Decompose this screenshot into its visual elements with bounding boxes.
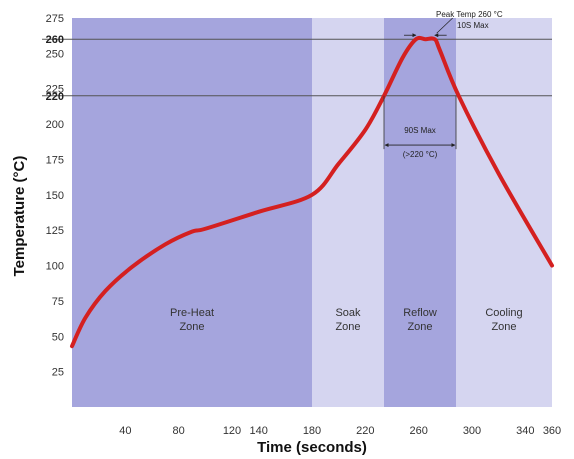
reflow-duration-label: 90S Max <box>404 126 436 135</box>
zone-label: Zone <box>491 321 516 333</box>
annotations: Peak Temp 260 °C 10S Max 90S Max (>220 °C) <box>383 10 503 159</box>
zone-bands <box>72 18 552 407</box>
y-tick-label: 125 <box>46 225 64 237</box>
y-axis-ticks: 25 50 75 100 125 150 175 200 225 250 275 220 260 <box>46 13 64 379</box>
zone-label: Soak <box>335 307 361 319</box>
zone-label: Pre-Heat <box>170 307 214 319</box>
y-tick-label: 50 <box>52 331 64 343</box>
y-axis-title: Temperature (°C) <box>11 156 28 277</box>
temperature-profile-line <box>70 35 554 349</box>
x-tick-label: 180 <box>303 425 321 437</box>
zone-band-soak <box>312 18 384 407</box>
x-axis-ticks: 40 80 120 140 180 220 260 300 340 360 <box>119 425 561 437</box>
x-tick-label: 140 <box>249 425 267 437</box>
y-tick-label: 200 <box>46 119 64 131</box>
series-layer <box>70 35 554 349</box>
y-tick-label: 25 <box>52 367 64 379</box>
x-tick-label: 120 <box>223 425 241 437</box>
y-tick-label-emphasized: 260 <box>46 34 64 46</box>
reflow-condition-label: (>220 °C) <box>403 150 438 159</box>
x-tick-label: 260 <box>409 425 427 437</box>
x-tick-label: 80 <box>173 425 185 437</box>
zone-label: Zone <box>407 321 432 333</box>
peak-duration-label: 10S Max <box>457 21 489 30</box>
y-tick-label: 100 <box>46 261 64 273</box>
x-tick-label: 40 <box>119 425 131 437</box>
x-tick-label: 340 <box>516 425 534 437</box>
zone-label: Reflow <box>403 307 437 319</box>
x-tick-label: 360 <box>543 425 561 437</box>
zone-band-reflow <box>384 18 456 407</box>
zone-label: Zone <box>335 321 360 333</box>
y-tick-label: 175 <box>46 154 64 166</box>
zone-label: Cooling <box>485 307 522 319</box>
x-tick-label: 220 <box>356 425 374 437</box>
y-tick-label: 250 <box>46 48 64 60</box>
zone-band-cooling <box>456 18 552 407</box>
zone-label: Zone <box>179 321 204 333</box>
peak-leader-line <box>436 17 453 34</box>
zone-labels: Pre-Heat Zone Soak Zone Reflow Zone Cooling Zon… <box>170 307 523 333</box>
peak-temp-label: Peak Temp 260 °C <box>436 10 503 19</box>
reference-lines <box>42 38 552 97</box>
y-tick-label: 75 <box>52 296 64 308</box>
y-tick-label: 275 <box>46 13 64 25</box>
y-tick-label: 150 <box>46 190 64 202</box>
zone-band-pre-heat <box>72 18 312 407</box>
y-tick-label: 225 <box>46 84 64 96</box>
x-tick-label: 300 <box>463 425 481 437</box>
y-tick-label-emphasized: 220 <box>46 91 64 103</box>
x-axis-title: Time (seconds) <box>257 439 367 456</box>
